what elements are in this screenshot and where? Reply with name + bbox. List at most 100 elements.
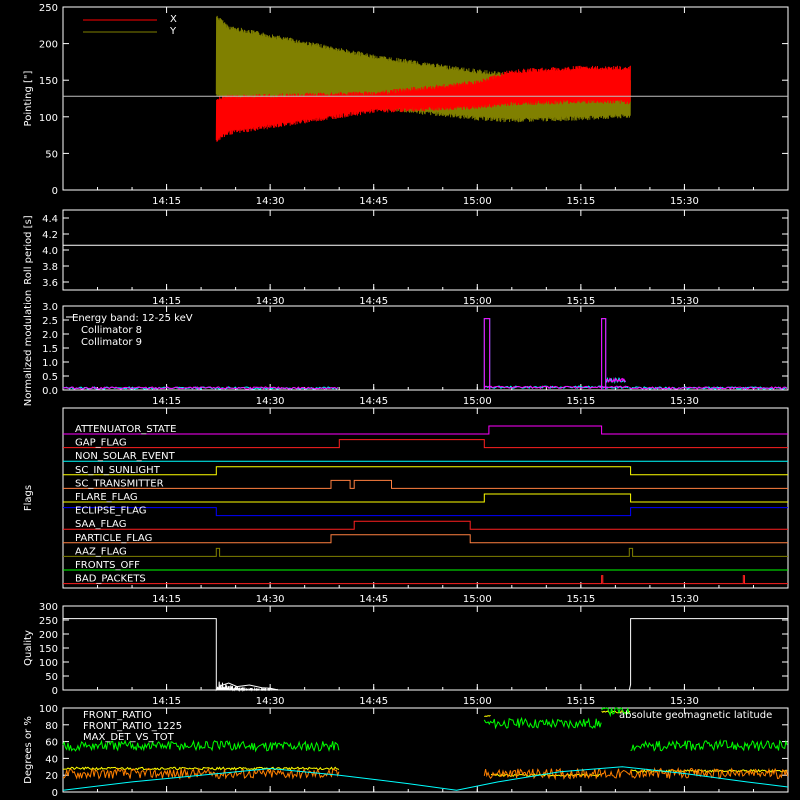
- x-tick-label: 15:30: [670, 696, 699, 707]
- ratio-trace: [483, 766, 789, 781]
- panel-flags: Flags 14:15 14:30 14:45 15:00 15:15 15:30 ATTEN…: [23, 407, 789, 605]
- y-tick-label: 0: [52, 788, 58, 799]
- x-tick-label: 15:30: [670, 396, 699, 407]
- flag-label: ECLIPSE_FLAG: [75, 506, 146, 517]
- flag-line-sc-in-sunlight: [63, 466, 788, 476]
- x-tick-label: 15:30: [670, 296, 699, 307]
- x-tick-label: 15:30: [670, 594, 699, 605]
- series-x-line: [215, 65, 631, 142]
- flag-label: PARTICLE_FLAG: [75, 533, 152, 544]
- x-tick-label: 15:30: [670, 196, 699, 207]
- x-tick-label: 14:30: [256, 594, 285, 605]
- x-tick-label: 15:00: [463, 396, 492, 407]
- energy-band-annotation: Energy band: 12-25 keV: [72, 313, 193, 324]
- panel-frame: [62, 6, 789, 191]
- ratio-trace: [62, 739, 340, 753]
- flag-label: NON_SOLAR_EVENT: [75, 451, 176, 462]
- flag-label: AAZ_FLAG: [75, 546, 127, 557]
- x-tick-label: 14:15: [152, 396, 181, 407]
- legend-label: X: [170, 14, 177, 25]
- panel-quality: Quality 14:15 14:30 14:45 15:00 15:15 15:30 0 50…: [23, 602, 789, 707]
- flag-line-gap-flag: [63, 439, 788, 449]
- quality-decay: [216, 681, 279, 692]
- flag-line-flare-flag: [63, 493, 788, 503]
- flag-label: FRONTS_OFF: [75, 560, 140, 571]
- x-tick-label: 15:00: [463, 296, 492, 307]
- y-tick-label: 4.0: [42, 246, 58, 257]
- y-tick-label: 200: [39, 630, 58, 641]
- y-tick-label: 0: [52, 686, 58, 697]
- x-tick-label: 14:45: [359, 696, 388, 707]
- x-tick-label: 14:30: [256, 696, 285, 707]
- modulation-trace: [628, 386, 788, 390]
- y-tick-label: 3.6: [42, 278, 58, 289]
- modulation-spike: [601, 318, 607, 390]
- y-axis-label: Pointing ["]: [23, 70, 34, 126]
- y-tick-label: 2.5: [42, 316, 58, 327]
- geomagnetic-latitude-line: [62, 766, 789, 791]
- ratio-trace: [483, 716, 602, 730]
- flag-label: BAD_PACKETS: [75, 574, 146, 585]
- legend-label: absolute geomagnetic latitude: [619, 710, 772, 721]
- x-tick-label: 14:30: [256, 396, 285, 407]
- y-tick-label: 3.0: [42, 302, 58, 313]
- x-tick-label: 15:15: [566, 594, 595, 605]
- flag-label: SC_TRANSMITTER: [75, 478, 164, 489]
- modulation-spike: [483, 318, 491, 390]
- x-tick-label: 14:30: [256, 196, 285, 207]
- y-tick-label: 150: [39, 76, 58, 87]
- x-tick-label: 14:30: [256, 296, 285, 307]
- y-tick-label: 100: [39, 113, 58, 124]
- x-tick-label: 14:15: [152, 196, 181, 207]
- flag-label: ATTENUATOR_STATE: [75, 424, 176, 435]
- panel-modulation: Normalized modulation 14:15 14:30 14:45 15:0…: [23, 290, 789, 407]
- flag-line-attenuator-state: [63, 425, 788, 435]
- modulation-trace: [484, 385, 629, 389]
- y-tick-label: 300: [39, 602, 58, 613]
- x-tick-label: 15:00: [463, 594, 492, 605]
- y-tick-label: 0.5: [42, 372, 58, 383]
- x-tick-label: 15:15: [566, 296, 595, 307]
- flag-line-sc-transmitter: [63, 479, 788, 489]
- legend-label: MAX_DET_VS_TOT: [83, 732, 175, 743]
- flag-label: SC_IN_SUNLIGHT: [75, 465, 161, 476]
- y-tick-label: 60: [45, 738, 58, 749]
- ratio-trace: [630, 738, 788, 752]
- y-tick-label: 80: [45, 721, 58, 732]
- ratio-trace: [484, 714, 491, 717]
- y-tick-label: 250: [39, 616, 58, 627]
- y-tick-label: 0.0: [42, 386, 58, 397]
- panel-roll: Roll period [s] 14:15 14:30 14:45 15:00 15:15…: [23, 209, 789, 307]
- y-axis-label: Roll period [s]: [23, 215, 34, 284]
- x-tick-label: 14:15: [152, 696, 181, 707]
- x-tick-label: 14:45: [359, 296, 388, 307]
- y-tick-label: 3.8: [42, 262, 58, 273]
- y-tick-label: 20: [45, 771, 58, 782]
- panel-frame: [62, 407, 789, 589]
- flag-line-eclipse-flag: [63, 507, 788, 517]
- x-tick-label: 14:15: [152, 296, 181, 307]
- x-tick-label: 14:45: [359, 396, 388, 407]
- panel-frame: [62, 707, 789, 793]
- legend-label: FRONT_RATIO: [83, 710, 152, 721]
- y-tick-label: 1.5: [42, 344, 58, 355]
- x-tick-label: 14:45: [359, 196, 388, 207]
- x-tick-label: 15:15: [566, 696, 595, 707]
- y-tick-label: 200: [39, 40, 58, 51]
- modulation-bump: [605, 377, 626, 383]
- legend-label: Collimator 8: [81, 325, 142, 336]
- y-tick-label: 100: [39, 704, 58, 715]
- y-tick-label: 1.0: [42, 358, 58, 369]
- x-tick-label: 14:45: [359, 594, 388, 605]
- flag-label: FLARE_FLAG: [75, 492, 138, 503]
- y-tick-label: 150: [39, 644, 58, 655]
- y-axis-label: Normalized modulation: [23, 290, 34, 407]
- x-tick-label: 15:00: [463, 696, 492, 707]
- modulation-trace: [62, 386, 339, 390]
- flag-line-aaz-flag: [63, 547, 788, 557]
- x-tick-label: 15:00: [463, 196, 492, 207]
- flag-label: SAA_FLAG: [75, 519, 126, 530]
- y-tick-label: 2.0: [42, 330, 58, 341]
- x-tick-label: 15:15: [566, 396, 595, 407]
